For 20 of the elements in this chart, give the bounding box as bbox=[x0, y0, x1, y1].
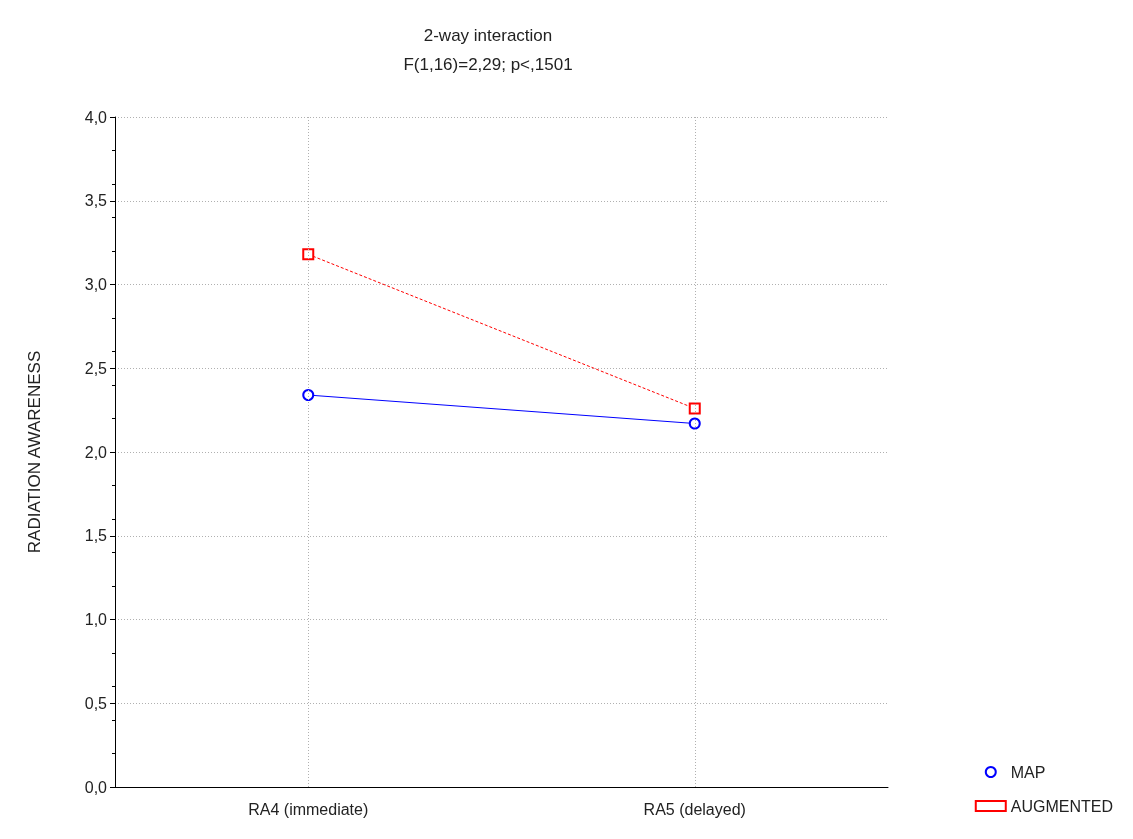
y-tick-label: 3,5 bbox=[84, 192, 108, 210]
y-axis-title: RADIATION AWARENESS bbox=[25, 350, 44, 554]
legend-label: MAP bbox=[1010, 763, 1046, 781]
point bbox=[302, 389, 315, 402]
y-tick-label: 1,0 bbox=[84, 611, 108, 628]
y-tick-label: 1,5 bbox=[84, 527, 108, 545]
chart-subtitle: F(1,16)=2,29; p<,1501 bbox=[403, 55, 573, 74]
point bbox=[688, 417, 701, 430]
point bbox=[302, 248, 315, 261]
y-tick-label: 2,0 bbox=[84, 443, 108, 461]
point bbox=[688, 402, 701, 415]
y-tick-label: 3,0 bbox=[84, 276, 108, 293]
chart-title: 2-way interaction bbox=[423, 26, 553, 45]
y-tick-label: 0,5 bbox=[84, 694, 108, 712]
y-tick-label: 0,0 bbox=[84, 778, 108, 796]
x-tick-label: RA5 (delayed) bbox=[643, 800, 746, 818]
legend-label: AUGMENTED bbox=[1010, 797, 1114, 815]
y-tick-label: 4,0 bbox=[84, 108, 108, 126]
y-tick-label: 2,5 bbox=[84, 359, 108, 377]
x-tick-label: RA4 (immediate) bbox=[248, 800, 369, 818]
